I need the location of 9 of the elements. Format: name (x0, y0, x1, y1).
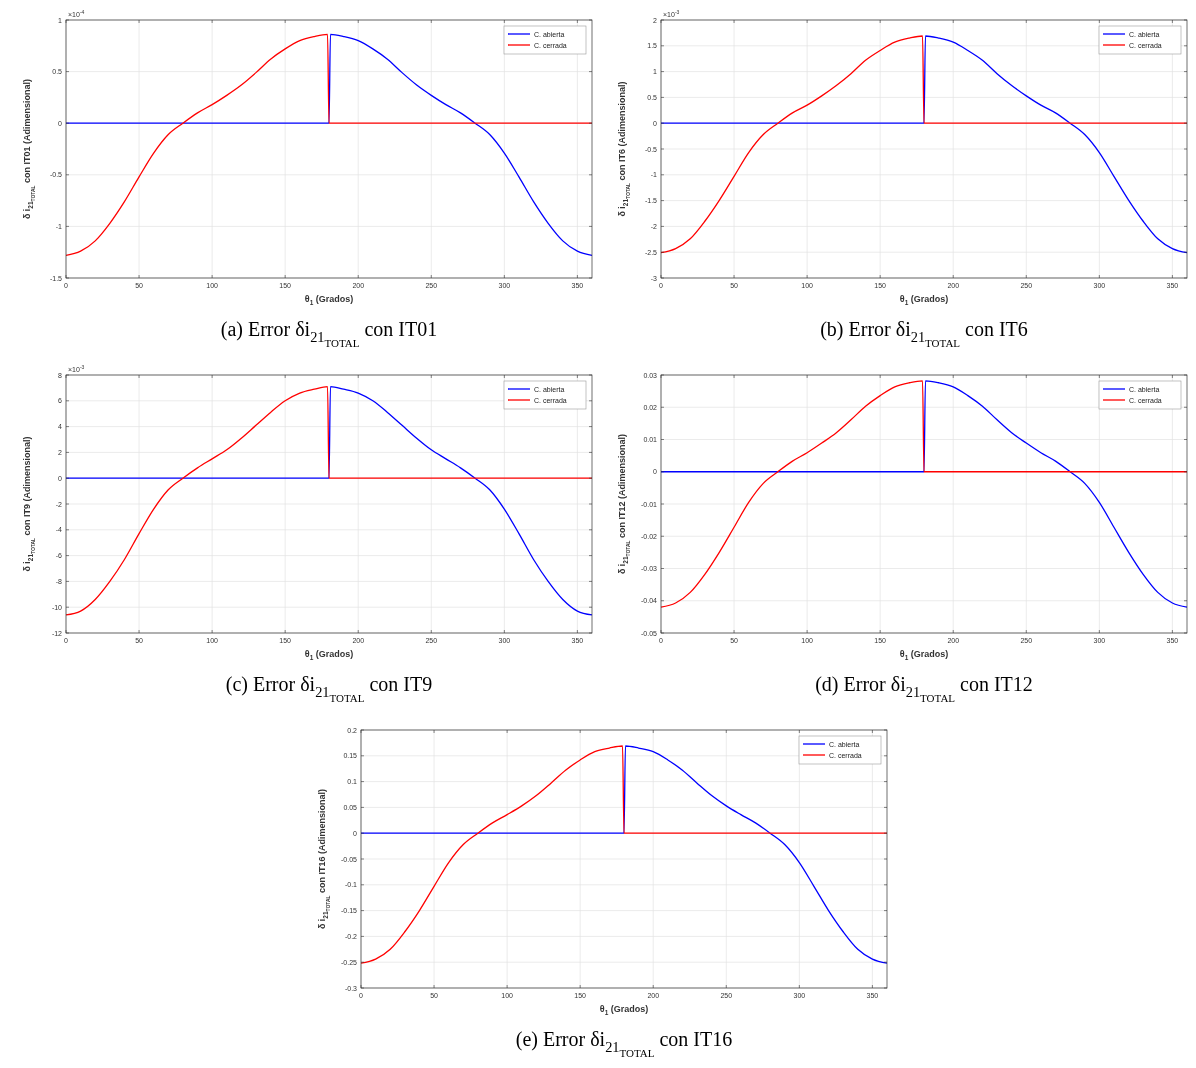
line-series (65, 33, 593, 256)
line-series (660, 380, 1188, 608)
x-axis-title: θ$_{1}$ (Grados) (899, 649, 949, 661)
line-series (360, 745, 888, 964)
x-axis-title: θ$_{1}$ (Grados) (304, 649, 354, 661)
line-series (65, 385, 593, 616)
x-axis-title: θ$_{1}$ (Grados) (304, 294, 354, 306)
x-axis-title: θ$_{1}$ (Grados) (899, 294, 949, 306)
x-axis-title: θ$_{1}$ (Grados) (599, 1004, 649, 1016)
